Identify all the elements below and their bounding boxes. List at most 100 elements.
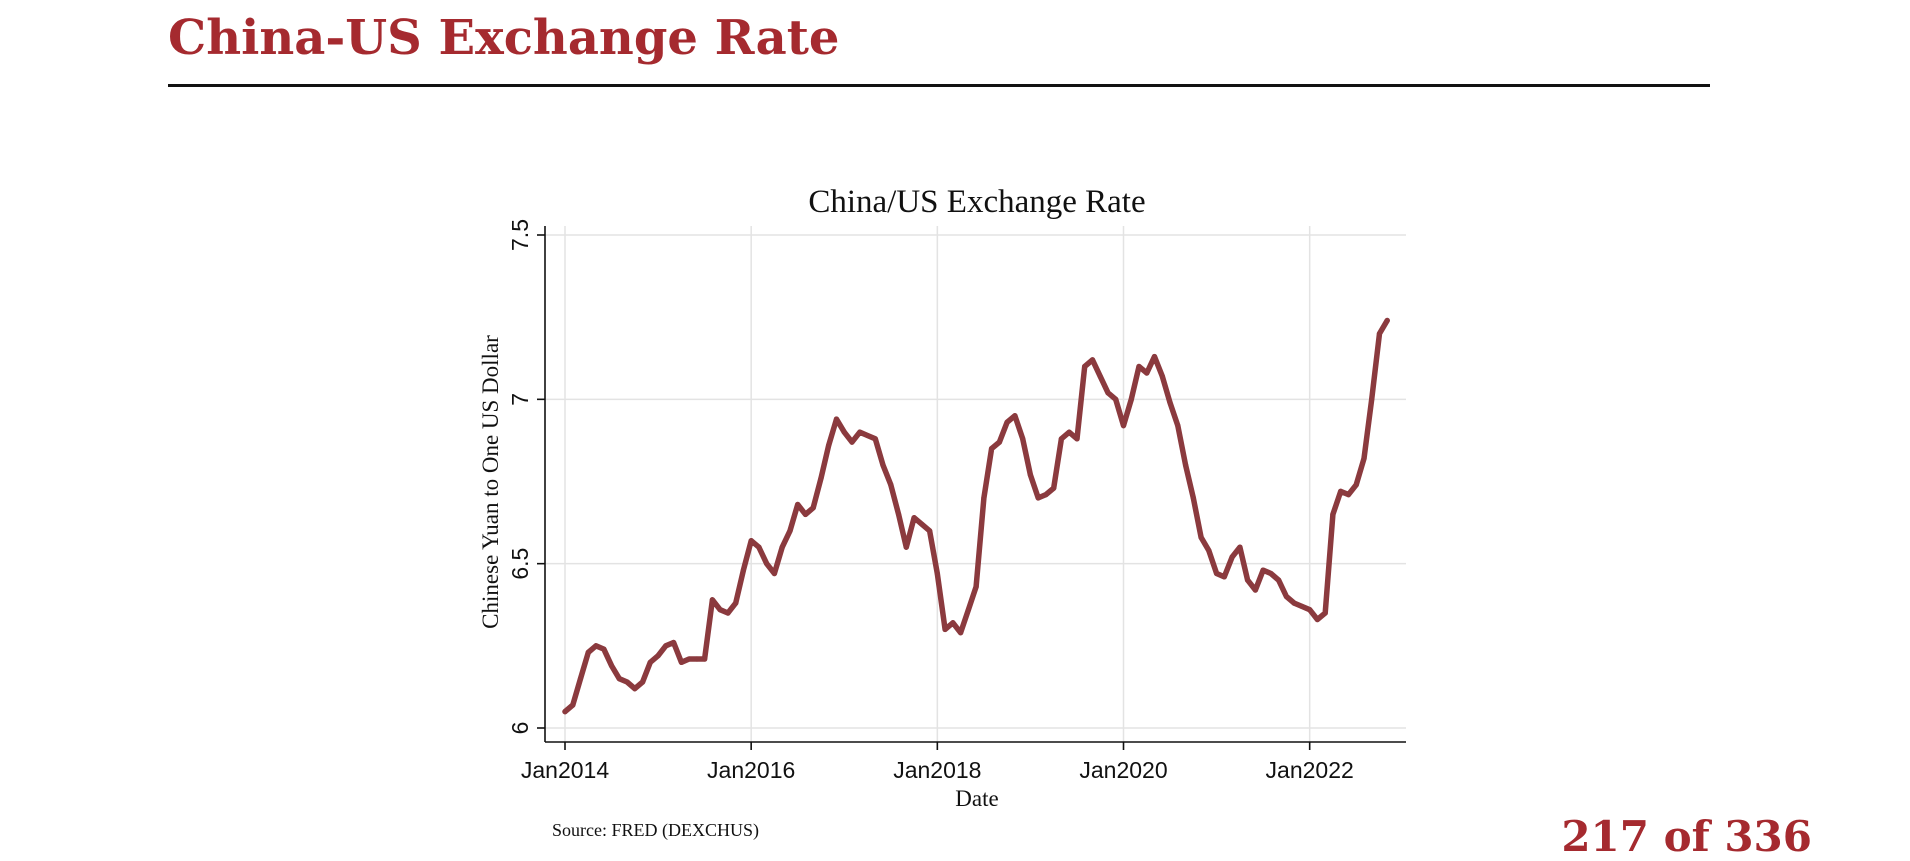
y-axis-ticks: 6 6.5 7 7.5 xyxy=(507,219,545,734)
series-point-75 xyxy=(1144,370,1150,376)
y-tick-label-2: 7 xyxy=(507,393,533,406)
series-point-22 xyxy=(733,600,739,606)
series-point-19 xyxy=(709,597,716,603)
series-point-76 xyxy=(1151,354,1158,360)
x-tick-label-1: Jan2016 xyxy=(707,757,795,783)
series-point-2 xyxy=(577,676,584,682)
series-point-25 xyxy=(756,544,762,550)
series-point-86 xyxy=(1229,554,1235,560)
series-point-32 xyxy=(810,505,816,511)
slide-title: China-US Exchange Rate xyxy=(168,10,840,66)
series-point-96 xyxy=(1307,607,1313,613)
axes xyxy=(544,226,1406,743)
series-point-43 xyxy=(896,511,902,517)
series-point-94 xyxy=(1291,600,1297,606)
series-point-61 xyxy=(1035,495,1041,501)
chart-title: China/US Exchange Rate xyxy=(808,184,1145,220)
series-point-1 xyxy=(570,702,576,708)
series-point-17 xyxy=(694,656,700,662)
series-point-55 xyxy=(989,446,995,452)
source-note: Source: FRED (DEXCHUS) xyxy=(552,820,759,841)
series-point-38 xyxy=(857,429,863,435)
series-point-70 xyxy=(1105,390,1111,396)
series-point-58 xyxy=(1012,413,1018,419)
y-tick-label-3: 7.5 xyxy=(507,219,533,251)
series-point-57 xyxy=(1004,419,1010,425)
series-point-90 xyxy=(1260,567,1266,573)
series-point-83 xyxy=(1206,547,1212,554)
series-point-3 xyxy=(585,649,591,656)
series-point-48 xyxy=(934,570,940,577)
series-point-30 xyxy=(795,501,801,508)
y-tick-label-1: 6.5 xyxy=(507,548,533,580)
y-axis-label: Chinese Yuan to One US Dollar xyxy=(478,335,503,629)
series-point-73 xyxy=(1128,396,1134,402)
series-point-63 xyxy=(1051,485,1057,491)
series-point-88 xyxy=(1245,577,1251,583)
series-point-54 xyxy=(981,495,987,501)
series-point-37 xyxy=(849,439,855,445)
series-point-69 xyxy=(1097,373,1103,379)
series-point-91 xyxy=(1268,570,1274,577)
series-point-45 xyxy=(911,515,917,521)
series-point-42 xyxy=(888,482,894,488)
series-point-65 xyxy=(1066,429,1072,435)
series-point-34 xyxy=(826,442,832,448)
series-point-82 xyxy=(1198,534,1204,541)
series-point-39 xyxy=(864,432,871,439)
series-point-105 xyxy=(1376,331,1383,337)
series-point-79 xyxy=(1175,423,1181,429)
series-point-31 xyxy=(802,511,809,517)
x-axis-ticks: Jan2014 Jan2016 Jan2018 Jan2020 Jan2022 xyxy=(521,742,1354,783)
series-point-11 xyxy=(647,659,653,665)
series-line-exchange-rate xyxy=(562,317,1390,715)
series-point-74 xyxy=(1136,363,1142,370)
series-point-46 xyxy=(919,521,925,527)
title-divider xyxy=(168,84,1710,87)
y-tick-label-0: 6 xyxy=(507,722,533,735)
series-point-13 xyxy=(663,643,669,649)
series-point-104 xyxy=(1369,396,1375,402)
series-point-60 xyxy=(1027,472,1033,478)
series-point-67 xyxy=(1082,363,1088,370)
series-point-101 xyxy=(1345,492,1352,498)
series-point-99 xyxy=(1330,511,1336,517)
x-tick-label-0: Jan2014 xyxy=(521,757,609,783)
series-point-97 xyxy=(1314,616,1320,623)
series-point-92 xyxy=(1276,577,1282,583)
series-point-14 xyxy=(671,639,677,646)
series-point-41 xyxy=(880,462,886,468)
series-point-33 xyxy=(818,475,824,481)
series-point-102 xyxy=(1353,482,1359,488)
gridlines xyxy=(545,226,1406,742)
series-point-10 xyxy=(640,679,646,685)
series-point-18 xyxy=(702,656,708,662)
series-point-35 xyxy=(833,416,840,422)
x-tick-label-3: Jan2020 xyxy=(1079,757,1167,783)
series-point-20 xyxy=(717,607,723,613)
series-points xyxy=(562,317,1390,715)
series-point-23 xyxy=(740,567,747,573)
series-point-27 xyxy=(771,570,778,577)
series-point-64 xyxy=(1058,436,1064,442)
series-point-89 xyxy=(1252,587,1258,593)
series-point-81 xyxy=(1190,495,1196,501)
series-point-56 xyxy=(996,439,1003,445)
series-point-28 xyxy=(779,544,785,550)
series-point-66 xyxy=(1074,436,1080,442)
series-point-77 xyxy=(1159,373,1165,379)
series-point-84 xyxy=(1214,570,1220,577)
page-counter: 217 of 336 xyxy=(1561,812,1812,861)
series-point-51 xyxy=(958,630,964,636)
series-point-16 xyxy=(686,656,692,662)
series-point-100 xyxy=(1338,488,1344,494)
series-point-47 xyxy=(927,528,933,534)
series-point-29 xyxy=(787,528,793,534)
series-point-80 xyxy=(1183,462,1189,468)
series-point-95 xyxy=(1299,603,1305,610)
series-point-15 xyxy=(678,659,685,665)
series-point-72 xyxy=(1120,423,1127,429)
series-point-50 xyxy=(950,620,956,626)
series-point-6 xyxy=(608,663,615,669)
